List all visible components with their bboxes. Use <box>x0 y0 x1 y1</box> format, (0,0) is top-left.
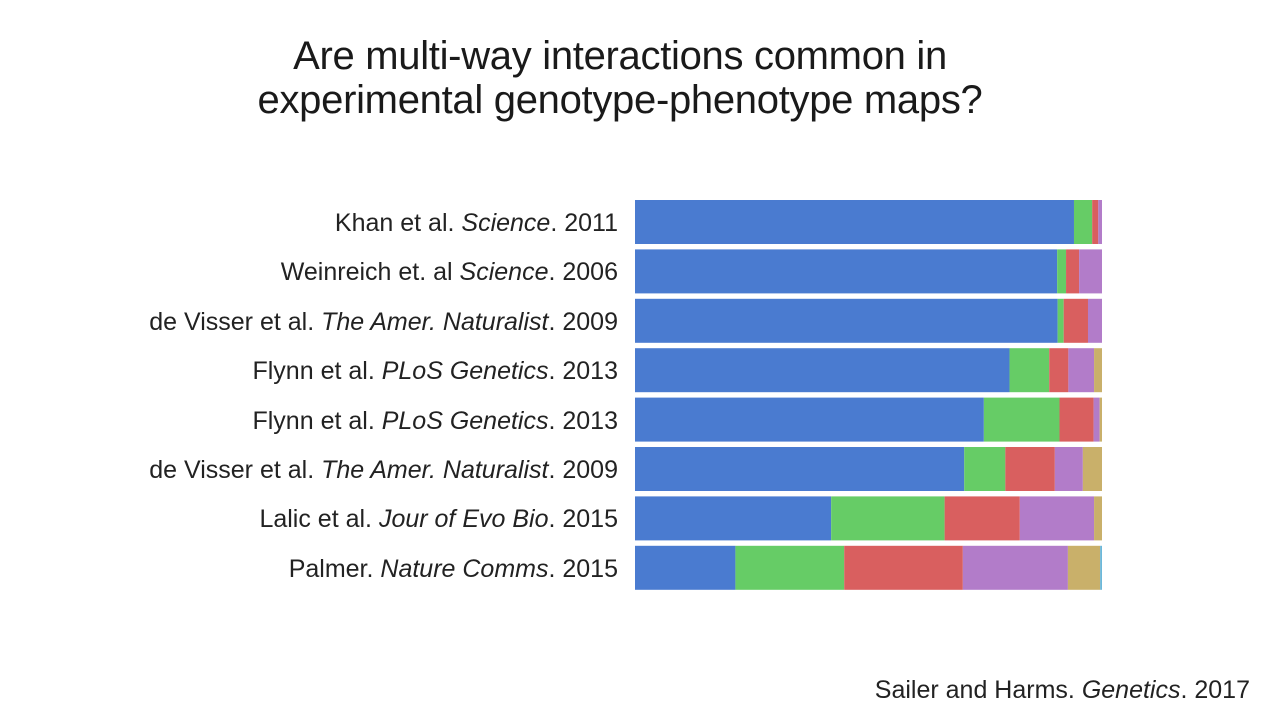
bar-segment-row7-order2 <box>831 496 945 541</box>
bar-segment-row4-order4 <box>1068 348 1095 393</box>
bar-segment-row5-order1 <box>635 397 984 442</box>
row-label-1: Khan et al. Science. 2011 <box>335 208 618 238</box>
bar-segment-row2-order4 <box>1079 249 1102 294</box>
bar-segment-row8-order3 <box>844 545 963 590</box>
bar-segment-row1-order2 <box>1073 200 1093 244</box>
bar-segment-row3-order1 <box>635 298 1058 343</box>
citation-year: . 2017 <box>1180 676 1250 704</box>
bar-segment-row2-order1 <box>635 249 1058 294</box>
row-label-5: Flynn et al. PLoS Genetics. 2013 <box>252 406 618 436</box>
title-line-2: experimental genotype-phenotype maps? <box>257 78 983 122</box>
bar-segment-row8-order1 <box>635 545 736 590</box>
bar-segment-row5-order3 <box>1059 397 1094 442</box>
row-label-journal: Science <box>459 258 549 287</box>
row-label-journal: Nature Comms <box>380 554 549 583</box>
row-label-journal: PLoS Genetics <box>381 357 549 386</box>
bar-segment-row4-order3 <box>1049 348 1069 393</box>
bar-segment-row1-order4 <box>1098 200 1102 244</box>
row-label-year: . 2013 <box>548 406 618 435</box>
bar-segment-row8-order5 <box>1067 545 1101 590</box>
bar-segment-row3-order3 <box>1063 298 1088 343</box>
row-label-journal: PLoS Genetics <box>381 406 549 435</box>
row-label-year: . 2015 <box>548 554 618 583</box>
row-label-7: Lalic et al. Jour of Evo Bio. 2015 <box>259 504 618 534</box>
bar-segment-row7-order4 <box>1019 496 1095 541</box>
bar-segment-row6-order4 <box>1054 447 1083 491</box>
row-label-year: . 2009 <box>548 307 618 336</box>
row-label-author: Lalic et al. <box>259 505 379 534</box>
bar-segment-row4-order5 <box>1094 348 1102 393</box>
row-label-journal: The Amer. Naturalist <box>321 456 549 484</box>
bar-segment-row6-order1 <box>635 447 965 491</box>
bar-segment-row1-order1 <box>635 200 1074 244</box>
bar-segment-row4-order1 <box>635 348 1010 393</box>
row-label-author: Flynn et al. <box>252 357 382 386</box>
bar-segment-row7-order5 <box>1094 496 1102 541</box>
row-label-year: . 2015 <box>548 505 618 534</box>
bar-segment-row4-order2 <box>1009 348 1050 393</box>
bar-segment-row6-order3 <box>1005 447 1055 491</box>
bar-segment-row8-order6 <box>1100 545 1102 590</box>
row-label-2: Weinreich et. al Science. 2006 <box>281 257 618 287</box>
row-label-journal: Science <box>461 209 551 237</box>
bar-segment-row3-order4 <box>1087 298 1102 343</box>
bar-segment-row3-order2 <box>1057 298 1064 343</box>
row-label-8: Palmer. Nature Comms. 2015 <box>289 554 618 584</box>
row-label-year: . 2006 <box>548 258 618 287</box>
row-label-author: Flynn et al. <box>252 406 382 435</box>
row-label-3: de Visser et al. The Amer. Naturalist. 2… <box>149 307 618 337</box>
row-label-year: . 2013 <box>548 357 618 386</box>
row-label-journal: Jour of Evo Bio <box>378 505 549 534</box>
row-label-author: de Visser et al. <box>149 307 322 336</box>
bar-segment-row2-order2 <box>1057 249 1067 294</box>
row-label-year: . 2009 <box>548 456 618 484</box>
bar-segment-row6-order2 <box>964 447 1006 491</box>
row-label-4: Flynn et al. PLoS Genetics. 2013 <box>252 356 618 386</box>
row-label-author: Palmer. <box>288 554 381 583</box>
row-label-year: . 2011 <box>550 209 618 237</box>
title-line-1: Are multi-way interactions common in <box>293 34 947 78</box>
citation-author: Sailer and Harms. <box>874 676 1075 704</box>
row-label-6: de Visser et al. The Amer. Naturalist. 2… <box>149 455 618 485</box>
bar-segment-row8-order4 <box>962 545 1068 590</box>
bar-segment-row1-order3 <box>1092 200 1099 244</box>
row-label-journal: The Amer. Naturalist <box>321 307 549 336</box>
row-label-author: Khan et al. <box>334 209 462 237</box>
bar-segment-row7-order3 <box>944 496 1020 541</box>
bar-segment-row6-order5 <box>1082 447 1102 491</box>
bar-segment-row7-order1 <box>635 496 832 541</box>
row-label-author: de Visser et al. <box>149 456 322 484</box>
bar-segment-row5-order2 <box>983 397 1060 442</box>
citation-journal: Genetics <box>1081 676 1181 704</box>
slide-title: Are multi-way interactions common in exp… <box>0 34 1240 122</box>
bar-segment-row2-order3 <box>1066 249 1080 294</box>
bar-segment-row5-order5 <box>1099 397 1102 442</box>
bar-segment-row8-order2 <box>735 545 845 590</box>
row-label-author: Weinreich et. al <box>280 258 460 287</box>
bar-segment-row5-order4 <box>1093 397 1100 442</box>
citation: Sailer and Harms. Genetics. 2017 <box>875 675 1250 705</box>
